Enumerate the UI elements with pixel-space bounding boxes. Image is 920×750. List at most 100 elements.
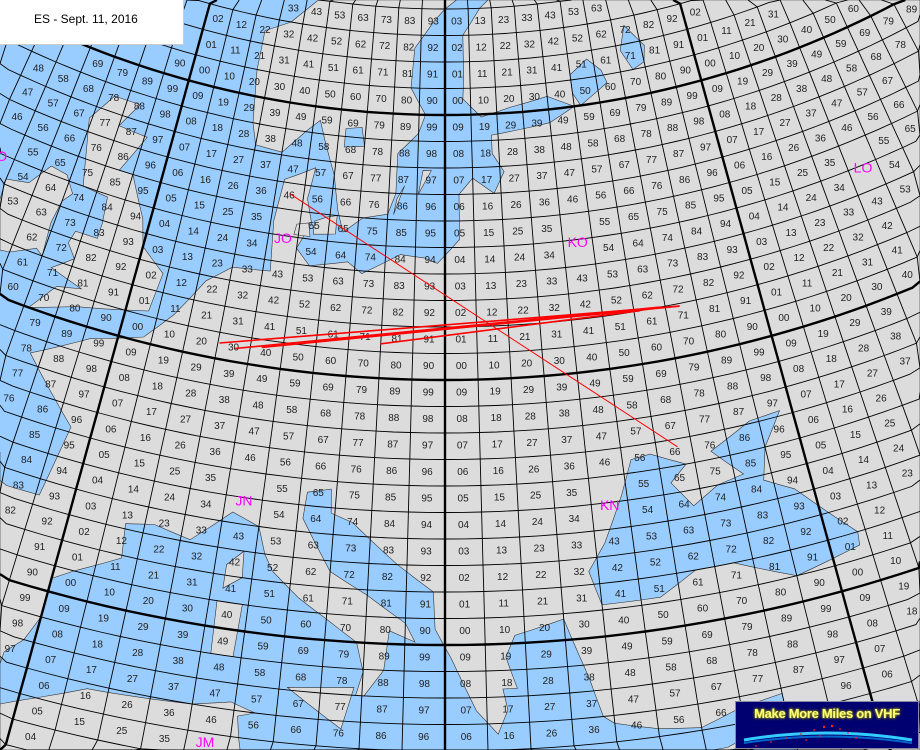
square-label: 56 xyxy=(312,195,324,206)
square-label: 35 xyxy=(566,488,578,499)
square-label: 55 xyxy=(309,221,321,232)
mediterranean-sea xyxy=(0,488,796,750)
square-label: 24 xyxy=(806,193,818,204)
square-label: 89 xyxy=(661,97,673,108)
square-label: 85 xyxy=(396,228,408,239)
square-label: 20 xyxy=(143,596,155,607)
square-label: 73 xyxy=(363,279,375,290)
field-label: KO xyxy=(568,234,588,250)
square-label: 66 xyxy=(340,198,352,209)
square-label: 49 xyxy=(589,379,601,390)
square-label: 04 xyxy=(458,520,470,531)
square-label: 21 xyxy=(832,268,844,279)
square-label: 95 xyxy=(137,186,149,197)
square-label: 54 xyxy=(17,172,29,183)
square-label: 19 xyxy=(158,355,170,366)
square-label: 76 xyxy=(651,181,663,192)
square-label: 53 xyxy=(646,532,658,543)
square-label: 81 xyxy=(391,334,403,345)
square-label: 32 xyxy=(237,291,249,302)
square-label: 11 xyxy=(721,26,732,37)
square-label: 56 xyxy=(673,715,685,726)
square-label: 53 xyxy=(568,7,580,18)
square-label: 38 xyxy=(559,409,571,420)
square-label: 21 xyxy=(537,597,549,608)
square-label: 53 xyxy=(334,10,346,21)
square-label: 90 xyxy=(680,65,692,76)
square-label: 37 xyxy=(900,356,912,367)
square-label: 91 xyxy=(34,542,46,553)
square-label: 19 xyxy=(737,76,749,87)
square-label: 97 xyxy=(78,390,90,401)
square-label: 93 xyxy=(49,491,61,502)
square-label: 63 xyxy=(683,525,695,536)
square-label: 76 xyxy=(704,441,716,452)
square-label: 77 xyxy=(370,173,382,184)
square-meridian-line xyxy=(489,0,533,750)
square-label: 48 xyxy=(291,138,303,149)
square-meridian-line xyxy=(533,0,621,750)
square-label: 25 xyxy=(116,726,128,737)
square-label: 39 xyxy=(177,630,189,641)
square-label: 19 xyxy=(500,652,512,663)
square-label: 04 xyxy=(454,255,466,266)
square-label: 81 xyxy=(381,599,393,610)
square-label: 96 xyxy=(418,732,430,743)
square-label: 32 xyxy=(191,552,203,563)
square-label: 81 xyxy=(769,562,781,573)
square-label: 40 xyxy=(554,89,566,100)
square-meridian-line xyxy=(466,0,489,750)
square-meridian-line xyxy=(747,0,920,456)
square-label: 05 xyxy=(32,706,44,717)
square-label: 50 xyxy=(825,15,837,26)
square-label: 97 xyxy=(152,135,164,146)
square-label: 81 xyxy=(649,46,661,57)
square-label: 83 xyxy=(757,510,769,521)
square-label: 14 xyxy=(188,226,200,237)
square-label: 96 xyxy=(145,160,157,171)
square-label: 50 xyxy=(325,89,337,100)
square-label: 38 xyxy=(890,332,902,343)
square-label: 97 xyxy=(418,706,430,717)
square-label: 11 xyxy=(110,562,121,573)
square-label: 58 xyxy=(254,668,266,679)
square-label: 07 xyxy=(45,655,57,666)
square-label: 41 xyxy=(615,589,627,600)
square-label: 22 xyxy=(206,285,218,296)
square-label: 12 xyxy=(116,536,128,547)
square-label: 25 xyxy=(512,226,524,237)
square-label: 92 xyxy=(420,573,432,584)
square-label: 62 xyxy=(642,291,654,302)
square-meridian-line xyxy=(91,0,263,750)
square-label: 30 xyxy=(579,620,591,631)
square-label: 16 xyxy=(140,433,152,444)
square-label: 91 xyxy=(427,70,439,81)
square-label: 88 xyxy=(134,102,146,113)
square-label: 30 xyxy=(871,282,883,293)
square-label: 93 xyxy=(428,17,440,28)
square-label: 29 xyxy=(762,68,774,79)
logo-text: Make More Miles on VHF xyxy=(754,706,900,721)
square-label: 92 xyxy=(427,43,439,54)
square-meridian-line xyxy=(881,0,920,75)
square-label: 40 xyxy=(299,86,311,97)
square-label: 69 xyxy=(656,369,668,380)
square-label: 76 xyxy=(91,143,103,154)
square-label: 70 xyxy=(683,337,695,348)
square-label: 40 xyxy=(801,25,813,36)
square-label: 32 xyxy=(524,39,536,50)
square-label: 75 xyxy=(657,207,669,218)
square-label: 65 xyxy=(628,212,640,223)
square-label: 13 xyxy=(785,228,797,239)
gotland-island xyxy=(418,170,432,195)
square-label: 06 xyxy=(105,424,117,435)
square-label: 46 xyxy=(206,715,218,726)
square-label: 79 xyxy=(688,363,700,374)
square-label: 60 xyxy=(300,620,312,631)
square-label: 07 xyxy=(874,644,886,655)
propagation-path-line xyxy=(235,306,661,350)
square-label: 08 xyxy=(719,110,731,121)
square-label: 66 xyxy=(715,708,727,719)
square-label: 48 xyxy=(821,74,833,85)
